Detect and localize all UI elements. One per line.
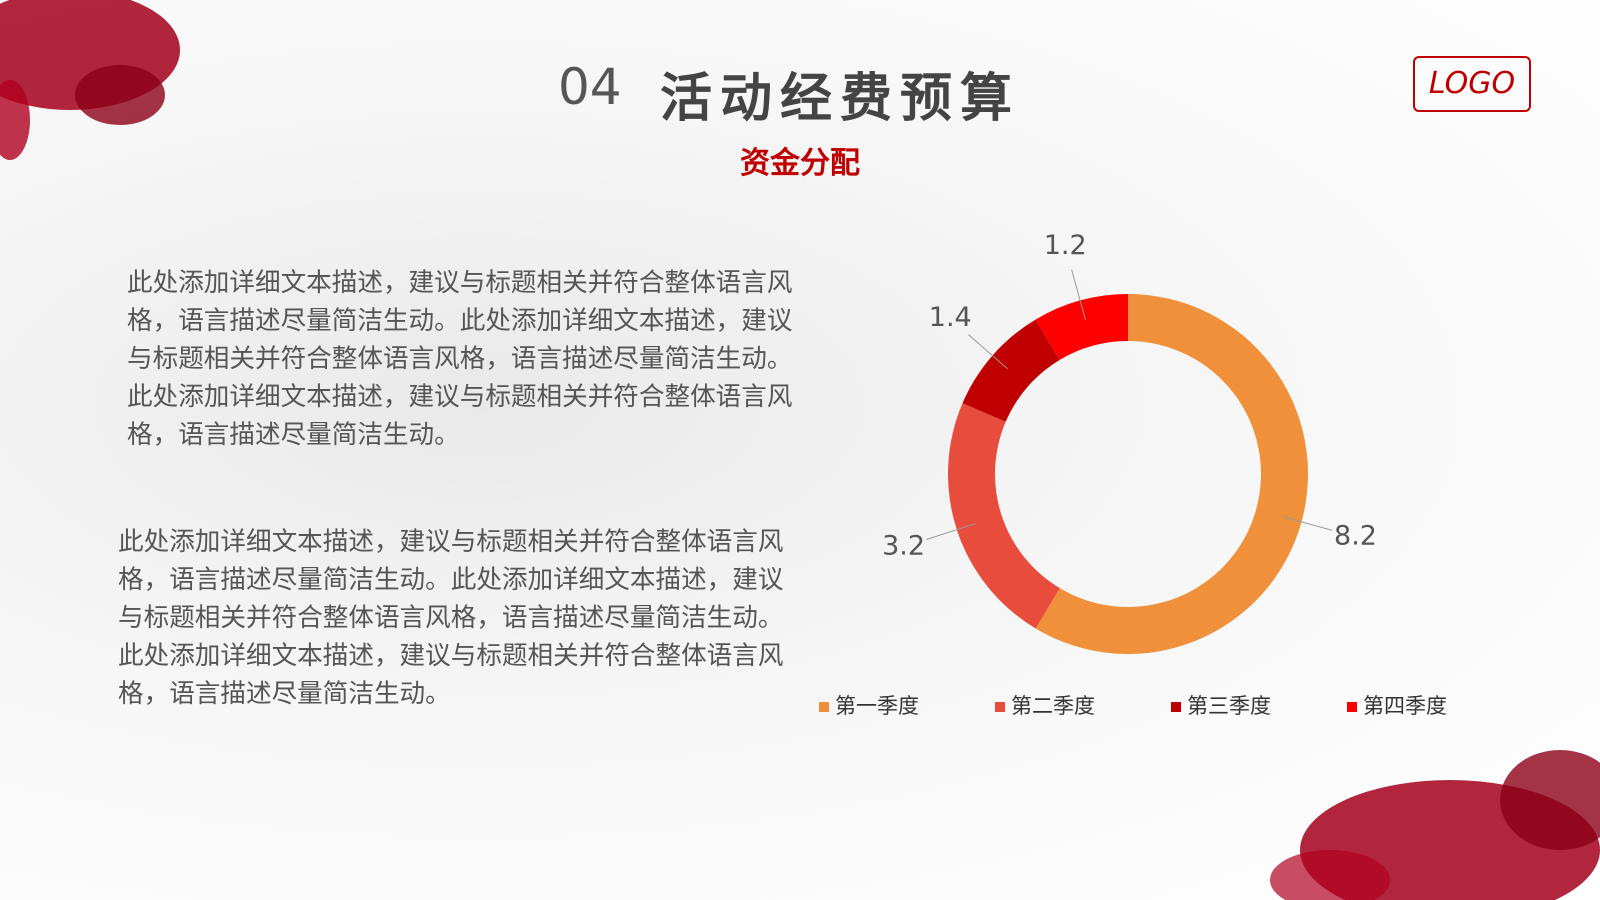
legend-label: 第二季度 xyxy=(1011,694,1095,718)
slide-number: 04 xyxy=(558,58,622,116)
donut-segment xyxy=(1035,294,1308,654)
legend-swatch xyxy=(1171,702,1181,712)
legend-label: 第四季度 xyxy=(1363,694,1447,718)
legend-swatch xyxy=(995,702,1005,712)
slide-subtitle: 资金分配 xyxy=(740,146,860,181)
paragraph: 此处添加详细文本描述，建议与标题相关并符合整体语言风格，语言描述尽量简洁生动。此… xyxy=(118,527,784,709)
data-label: 1.2 xyxy=(1044,230,1087,261)
logo: LOGO xyxy=(1413,56,1531,112)
donut-segment xyxy=(947,403,1060,629)
slide-title: 活动经费预算 xyxy=(660,69,1021,129)
data-label: 1.4 xyxy=(929,302,972,333)
legend-label: 第三季度 xyxy=(1187,694,1271,718)
data-label: 8.2 xyxy=(1334,520,1377,551)
donut-segment xyxy=(962,319,1060,422)
legend-label: 第一季度 xyxy=(835,694,919,718)
paragraph: 此处添加详细文本描述，建议与标题相关并符合整体语言风格，语言描述尽量简洁生动。此… xyxy=(127,268,793,450)
data-label: 3.2 xyxy=(882,530,925,561)
donut-segment xyxy=(1035,294,1128,360)
leader-line xyxy=(1282,516,1333,531)
leader-line xyxy=(926,522,976,540)
legend-swatch xyxy=(1347,702,1357,712)
leader-line xyxy=(968,334,1008,370)
leader-line xyxy=(1071,269,1086,320)
legend-swatch xyxy=(819,702,829,712)
